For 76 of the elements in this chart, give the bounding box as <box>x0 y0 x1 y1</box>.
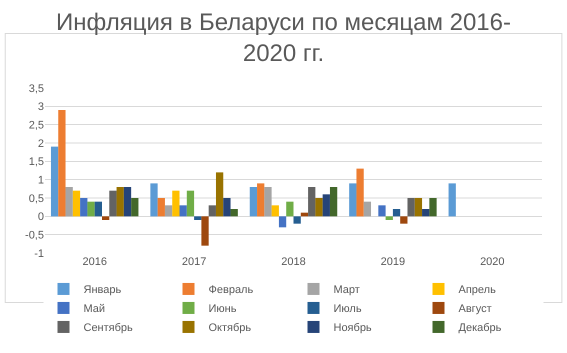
chart-title: Инфляция в Беларуси по месяцам 2016-2020 гг. <box>56 9 511 68</box>
y-tick-label: -0,5 <box>25 230 44 242</box>
bar <box>124 187 132 216</box>
bar <box>407 198 415 216</box>
legend-label: Сентябрь <box>84 322 134 334</box>
legend-label: Декабрь <box>458 322 502 334</box>
bar <box>257 183 264 216</box>
bar <box>94 202 102 216</box>
y-tick-label: 2 <box>38 138 44 150</box>
y-tick-label: 0,5 <box>28 192 44 205</box>
bar <box>208 205 216 216</box>
bar <box>109 190 117 216</box>
legend-label: Февраль <box>208 284 254 296</box>
bar <box>194 216 202 220</box>
bar <box>50 146 58 216</box>
bar <box>272 205 279 216</box>
bar <box>102 216 110 220</box>
bar <box>392 209 400 216</box>
x-tick-label: 2018 <box>281 256 306 268</box>
bar <box>216 172 224 216</box>
bar <box>300 212 308 216</box>
bar <box>158 198 165 216</box>
bar <box>349 183 356 216</box>
bar <box>364 202 372 216</box>
legend-label: Июль <box>334 303 362 316</box>
y-tick-label: 1 <box>38 174 44 187</box>
bar <box>164 205 172 216</box>
legend-label: Апрель <box>458 284 496 296</box>
bar <box>386 216 393 220</box>
y-tick-label: 0 <box>38 211 44 224</box>
legend-label: Март <box>334 284 360 296</box>
bar <box>264 187 272 216</box>
y-tick-label: 2,5 <box>28 120 44 132</box>
legend-label: Август <box>458 303 492 316</box>
bar <box>278 216 286 228</box>
bar <box>322 194 330 216</box>
legend-label: Июнь <box>208 303 237 316</box>
x-tick-label: 2016 <box>82 256 107 268</box>
bar <box>378 205 386 216</box>
bar <box>72 190 80 216</box>
bar <box>400 216 408 224</box>
bar <box>201 216 209 246</box>
bar <box>116 187 124 216</box>
bar <box>186 190 194 216</box>
bar <box>80 198 88 216</box>
bar <box>356 168 364 216</box>
bar <box>308 187 316 216</box>
legend-label: Май <box>84 303 106 316</box>
bar <box>294 216 301 224</box>
x-tick-label: 2020 <box>480 256 505 268</box>
bar <box>286 202 294 216</box>
bar <box>250 187 258 216</box>
bar <box>330 187 338 216</box>
x-tick-label: 2019 <box>380 256 406 268</box>
legend-label: Октябрь <box>208 322 252 334</box>
bar <box>315 198 323 216</box>
x-tick-label: 2017 <box>182 256 206 268</box>
y-tick-label: 3 <box>38 101 44 114</box>
bar <box>230 209 238 216</box>
bar <box>58 110 66 216</box>
bar <box>131 198 138 216</box>
legend-label: Январь <box>84 284 122 296</box>
legend-label: Ноябрь <box>334 322 372 334</box>
y-tick-label: 3,5 <box>28 82 44 95</box>
bar <box>414 198 422 216</box>
bar <box>87 202 95 216</box>
y-tick-label: 1,5 <box>28 156 44 168</box>
bar <box>223 198 231 216</box>
bar <box>66 187 73 216</box>
bar <box>150 183 158 216</box>
bar <box>448 183 456 216</box>
bar <box>180 205 187 216</box>
bar <box>422 209 430 216</box>
bar <box>429 198 437 216</box>
y-tick-label: -1 <box>34 248 44 260</box>
bar <box>172 190 180 216</box>
